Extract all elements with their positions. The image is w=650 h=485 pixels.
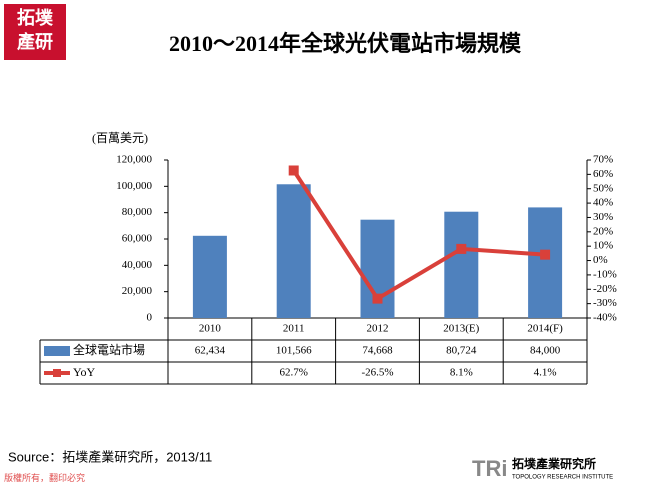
y-tick-label: 0 — [147, 312, 153, 324]
x-tick-label: 2011 — [283, 323, 305, 335]
y-tick-label: 100,000 — [116, 180, 152, 192]
y2-tick-label: -20% — [593, 283, 617, 295]
table-value: 4.1% — [534, 367, 557, 379]
y2-tick-label: 50% — [593, 182, 613, 194]
y2-tick-label: 30% — [593, 211, 613, 223]
footer: 版權所有，翻印必究 — [4, 472, 85, 483]
x-tick-label: 2010 — [199, 323, 222, 335]
bar — [528, 207, 563, 318]
table-value: 101,566 — [276, 345, 312, 357]
y-axis-label: (百萬美元) — [92, 131, 148, 145]
x-tick-label: 2012 — [367, 323, 389, 335]
y2-tick-label: 40% — [593, 197, 613, 209]
logo-text: 拓墣 — [17, 7, 53, 28]
bar — [444, 211, 479, 318]
brand-english: TOPOLOGY RESEARCH INSTITUTE — [512, 475, 613, 481]
y2-tick-label: -40% — [593, 312, 617, 324]
y-tick-label: 80,000 — [122, 206, 153, 218]
y2-tick-label: 60% — [593, 168, 613, 180]
x-tick-label: 2013(E) — [443, 323, 479, 335]
chart-title: 2010～2014年全球光伏電站市場規模 — [169, 31, 522, 56]
y-tick-label: 20,000 — [122, 285, 153, 297]
legend-label: 全球電站市場 — [73, 342, 145, 357]
chart: 0 20,000 40,000 60,000 80,000 100,000 120,000 -… — [39, 154, 617, 385]
table-value: 80,724 — [446, 345, 477, 357]
line — [292, 169, 546, 302]
logo-box — [4, 4, 66, 60]
brand-name: 拓墣產業研究所 — [512, 456, 596, 471]
table-value: 74,668 — [362, 345, 393, 357]
marker — [540, 249, 551, 260]
y-tick-label: 40,000 — [122, 259, 153, 271]
bar — [276, 184, 311, 318]
legend-swatch — [44, 346, 70, 356]
y2-tick-label: 10% — [593, 240, 613, 252]
table-value: -26.5% — [361, 367, 393, 379]
y2-tick-label: -10% — [593, 268, 617, 280]
y2-tick-label: 70% — [593, 154, 613, 166]
marker — [372, 293, 383, 304]
brand-mark: TRi — [472, 456, 507, 481]
legend-swatch — [53, 369, 61, 377]
x-tick-label: 2014(F) — [527, 323, 563, 335]
bar — [192, 235, 227, 318]
marker — [288, 165, 299, 176]
footer-band — [0, 474, 650, 485]
table-value: 62.7% — [279, 367, 307, 379]
marker — [456, 243, 467, 254]
table-value: 62,434 — [195, 345, 226, 357]
table-value: 84,000 — [530, 345, 561, 357]
logo-text: 產研 — [17, 31, 53, 52]
legend-label: YoY — [73, 365, 95, 379]
y-tick-label: 120,000 — [116, 154, 152, 166]
y2-tick-label: 20% — [593, 225, 613, 237]
y2-tick-label: -30% — [593, 297, 617, 309]
y-tick-label: 60,000 — [122, 233, 153, 245]
y2-tick-label: 0% — [593, 254, 608, 266]
table-value: 8.1% — [450, 367, 473, 379]
source: Source：拓墣產業研究所，2013/11 — [8, 449, 212, 464]
